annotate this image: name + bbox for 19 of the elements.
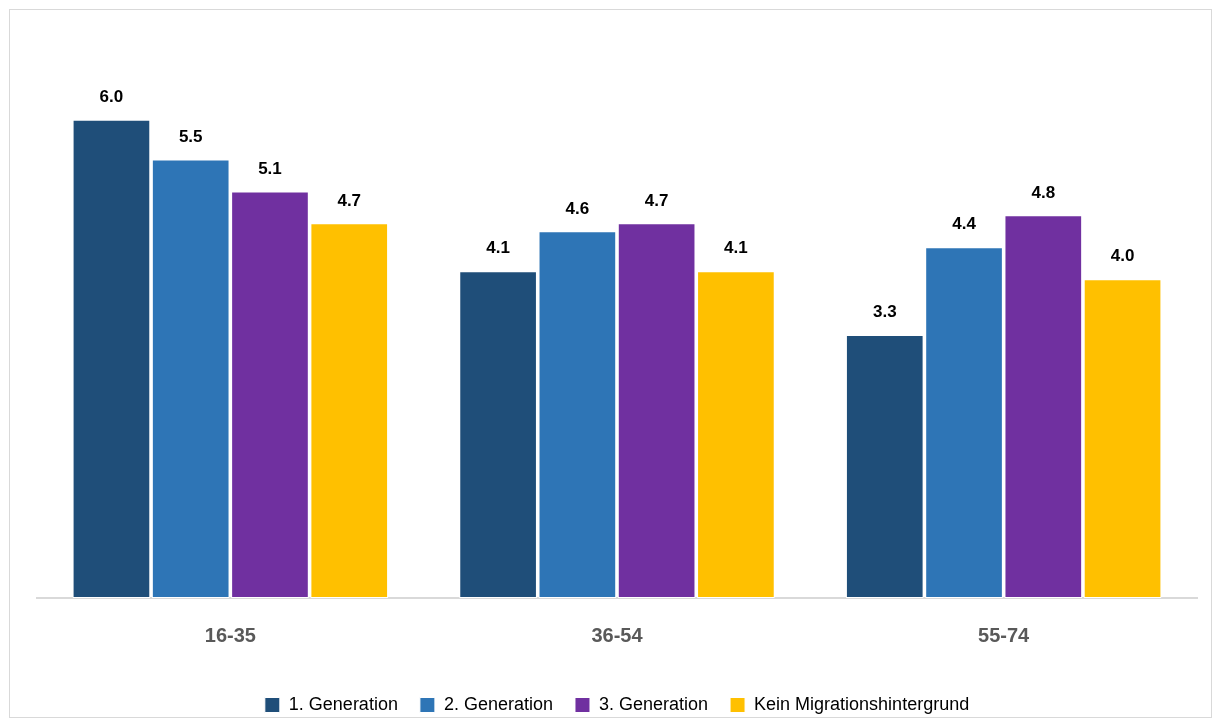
x-tick-label: 55-74	[978, 623, 1031, 646]
data-label: 5.5	[178, 126, 203, 146]
data-label: 4.1	[724, 238, 748, 258]
data-label: 5.1	[258, 158, 282, 178]
legend-label: 2. Generation	[443, 693, 553, 714]
legend-label: Kein Migrationshintergrund	[754, 693, 970, 714]
data-label: 4.8	[1031, 182, 1056, 202]
data-label: 4.1	[486, 238, 510, 258]
data-label: 4.6	[565, 198, 590, 218]
x-tick-label: 36-54	[591, 623, 644, 646]
data-label: 3.3	[872, 302, 897, 322]
legend-label: 1. Generation	[288, 693, 398, 714]
data-label: 4.4	[952, 214, 977, 234]
data-label: 6.0	[99, 86, 124, 106]
data-label: 4.7	[337, 190, 362, 210]
x-tick-label: 16-35	[204, 623, 256, 646]
legend-label: 3. Generation	[598, 693, 709, 714]
data-label: 4.0	[1110, 246, 1135, 266]
data-label: 4.7	[644, 190, 669, 210]
